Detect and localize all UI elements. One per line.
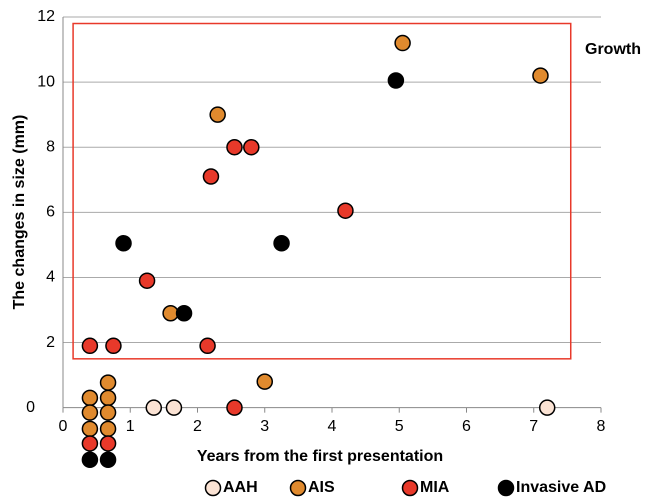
x-tick-label: 6 [462,418,471,435]
y-tick-label: 10 [37,73,55,90]
x-tick-label: 0 [59,418,68,435]
point [394,34,411,52]
point [99,420,117,438]
point [243,138,260,156]
legend-marker [497,479,515,497]
point [99,435,117,452]
y-axis-title: The changes in size (mm) [11,115,28,310]
y-tick-label: 6 [46,204,55,221]
x-tick-label: 1 [126,418,135,435]
y-tick-label: 12 [37,8,55,25]
x-tick-label: 7 [529,418,538,435]
legend-marker [204,479,222,497]
point [81,420,99,438]
growth-region [72,22,572,360]
point [199,337,216,355]
point [115,235,132,252]
point [273,235,290,252]
x-tick-label: 5 [395,418,404,435]
point [387,72,405,89]
point [175,304,193,322]
point [226,399,243,416]
x-tick-label: 4 [328,418,337,435]
x-axis-title: Years from the first presentation [197,448,443,465]
point [99,451,117,468]
point [105,337,122,355]
y-tick-label: 2 [46,334,55,351]
x-tick-label: 3 [260,418,269,435]
point [99,404,117,421]
point [337,202,354,219]
point [99,374,117,391]
legend-label: MIA [420,479,450,496]
legend-label: AAH [223,479,258,496]
legend-label: Invasive AD [516,479,606,496]
point [538,399,556,416]
point [81,389,99,407]
point [209,106,226,123]
point [81,404,99,421]
point [81,451,99,468]
point [81,337,99,355]
point [99,389,117,407]
point [145,399,163,416]
legend-marker [289,479,307,497]
point [165,399,183,416]
y-tick-label: 4 [46,269,55,286]
point [226,138,243,156]
point [138,272,156,289]
region-label: Growth [585,41,641,58]
legend-label: AIS [308,479,335,496]
point [202,168,220,185]
point [81,435,99,452]
x-tick-label: 8 [597,418,606,435]
y-tick-label: 0 [26,399,35,416]
x-tick-label: 2 [193,418,202,435]
point [256,373,273,390]
legend-marker [401,479,419,497]
y-tick-label: 8 [46,138,55,155]
point [532,67,549,84]
